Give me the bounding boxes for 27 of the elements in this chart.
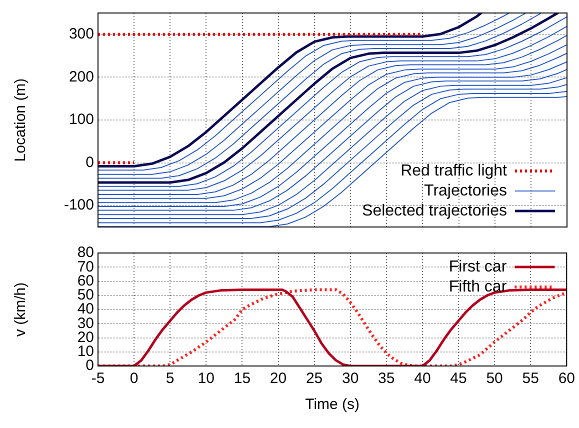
- x-axis-title: Time (s): [305, 396, 360, 414]
- x-tick-label: 55: [522, 370, 539, 388]
- y-axis-title: Location (m): [12, 78, 30, 162]
- x-tick-label: 0: [130, 370, 138, 388]
- x-tick-label: 50: [486, 370, 503, 388]
- x-tick-label: 60: [558, 370, 575, 388]
- legend-label: Fifth car: [448, 278, 508, 296]
- y-tick-label: 300: [68, 26, 94, 43]
- y-tick-label: 200: [68, 68, 94, 86]
- x-tick-label: 10: [198, 370, 214, 388]
- x-tick-label: 20: [270, 370, 287, 388]
- legend-label: Red traffic light: [400, 162, 508, 180]
- legend-label: Selected trajectories: [362, 202, 507, 220]
- x-tick-label: 15: [234, 370, 251, 388]
- legend-label: Trajectories: [424, 182, 507, 200]
- x-tick-label: 35: [378, 370, 395, 388]
- x-tick-label: 25: [306, 370, 323, 388]
- x-tick-label: -5: [91, 370, 105, 388]
- legend-label: First car: [448, 258, 508, 276]
- x-tick-label: 45: [450, 370, 467, 388]
- y-tick-label: 100: [68, 111, 94, 128]
- y-tick-label: -100: [64, 196, 94, 214]
- x-tick-label: 5: [166, 370, 174, 388]
- x-tick-label: 30: [342, 370, 359, 388]
- x-tick-label: 40: [414, 370, 431, 388]
- y-tick-label: 0: [86, 154, 94, 171]
- y-axis-title: v (km/h): [12, 282, 30, 337]
